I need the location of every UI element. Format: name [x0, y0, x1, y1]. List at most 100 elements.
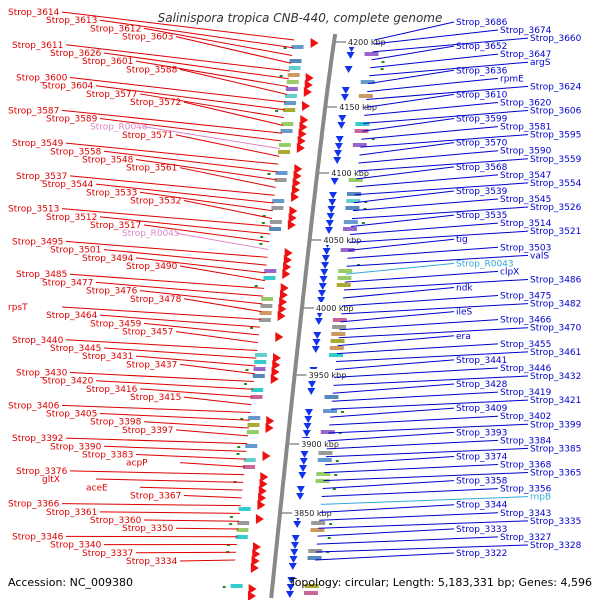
right-leader-line [361, 126, 499, 140]
reverse-gene-arrow [285, 591, 294, 598]
right-gene-label: Strop_3402 [500, 412, 551, 422]
right-gene-label: Strop_3610 [456, 90, 508, 100]
right-leader-line [328, 423, 529, 434]
right-leader-line [365, 93, 455, 108]
right-gene-label: rnpB [530, 493, 551, 503]
left-leader-line [65, 437, 248, 445]
left-gene-label: Strop_3571 [122, 131, 173, 141]
left-leader-line [99, 511, 240, 514]
left-leader-line [143, 224, 270, 243]
kbp-label: 4000 kbp [316, 304, 354, 313]
reverse-gene-arrow [302, 430, 311, 437]
left-gene-label: Strop_3537 [16, 172, 67, 182]
right-leader-line [373, 29, 499, 45]
reverse-gene-arrow [317, 297, 326, 304]
forward-gene-arrow [300, 115, 309, 125]
left-gene-label: Strop_3477 [42, 278, 93, 288]
feature-block [348, 178, 363, 182]
right-gene-label: clpX [500, 267, 519, 277]
right-gene-label: Strop_3393 [456, 428, 507, 438]
right-gene-label: Strop_3568 [456, 163, 508, 173]
right-leader-line [333, 375, 529, 386]
feature-block [345, 206, 360, 210]
feature-block [336, 283, 351, 287]
left-leader-line [95, 183, 274, 204]
feature-block [288, 66, 301, 70]
forward-gene-arrow [280, 283, 289, 293]
left-leader-line [143, 421, 249, 429]
right-leader-lines [315, 21, 529, 561]
kbp-label: 4150 kbp [339, 103, 377, 112]
right-leader-line [368, 69, 455, 85]
left-leader-line [143, 519, 240, 522]
left-gene-label: Strop_R0045 [122, 229, 180, 239]
left-leader-line [69, 77, 286, 103]
left-leader-line [139, 388, 253, 398]
right-leader-line [319, 512, 499, 521]
forward-gene-arrow [291, 185, 300, 195]
feature-block [230, 584, 243, 588]
left-leader-line [175, 331, 259, 344]
right-leader-line [329, 415, 499, 426]
feature-block [269, 227, 282, 231]
left-gene-label: Strop_3337 [82, 549, 133, 559]
tick-mark [260, 236, 264, 238]
right-leader-line [370, 53, 499, 69]
feature-block [316, 472, 331, 476]
left-leader-line [65, 240, 268, 258]
right-gene-label: Strop_3358 [456, 477, 508, 487]
left-leader-line [61, 11, 295, 41]
forward-gene-arrow [247, 591, 256, 600]
feature-block [310, 528, 325, 532]
reverse-gene-arrow [328, 199, 337, 206]
right-gene-label: Strop_3322 [456, 549, 507, 559]
feature-block [263, 276, 276, 280]
right-gene-label: Strop_3327 [500, 533, 551, 543]
forward-gene-arrow [258, 486, 267, 496]
left-leader-line [99, 216, 271, 235]
forward-gene-arrow [310, 38, 319, 48]
forward-gene-arrow [304, 80, 313, 90]
reverse-gene-arrow [291, 535, 300, 542]
right-leader-line [342, 295, 499, 307]
reverse-gene-arrow [344, 66, 353, 73]
left-gene-label: Strop_3405 [46, 410, 97, 420]
reverse-gene-arrow [307, 381, 316, 388]
tick-mark [236, 453, 240, 455]
left-leader-line [95, 281, 264, 297]
left-leader-line [61, 503, 241, 507]
left-leader-line [175, 36, 292, 64]
left-leader-line [143, 27, 293, 57]
right-leader-line [320, 496, 529, 505]
kbp-markers: 4200 kbp 4150 kbp 4100 kbp 4050 kbp 4000 kbp… [282, 36, 390, 518]
reverse-gene-arrow [290, 542, 299, 549]
left-leader-line [65, 44, 290, 72]
right-leader-line [336, 351, 529, 363]
left-gene-label: Strop_3478 [130, 295, 182, 305]
left-gene-label: Strop_3464 [46, 311, 98, 321]
right-gene-label: Strop_3385 [530, 444, 581, 454]
reverse-gene-arrow [321, 262, 330, 269]
left-leader-line [135, 453, 246, 460]
reverse-gene-arrow [299, 465, 308, 472]
kbp-bg [321, 234, 366, 245]
right-leader-line [366, 85, 529, 101]
right-gene-label: Strop_3441 [456, 356, 507, 366]
tick-mark [363, 208, 367, 210]
left-gene-label: Strop_3587 [8, 106, 59, 116]
right-gene-label: Strop_3356 [500, 485, 552, 495]
left-leader-line [175, 232, 269, 251]
right-leader-line [357, 158, 529, 172]
tick-mark [229, 523, 233, 525]
tick-mark [262, 215, 266, 217]
right-gene-label: Strop_3559 [530, 155, 582, 165]
kbp-label: 4200 kbp [348, 38, 386, 47]
right-gene-label: Strop_3455 [500, 340, 551, 350]
tick-mark [283, 47, 287, 49]
right-gene-label: Strop_3335 [530, 517, 581, 527]
left-gene-label: Strop_3457 [122, 328, 173, 338]
feature-block [364, 52, 379, 56]
left-gene-label: Strop_3490 [126, 262, 178, 272]
left-gene-label: Strop_3437 [126, 360, 177, 370]
